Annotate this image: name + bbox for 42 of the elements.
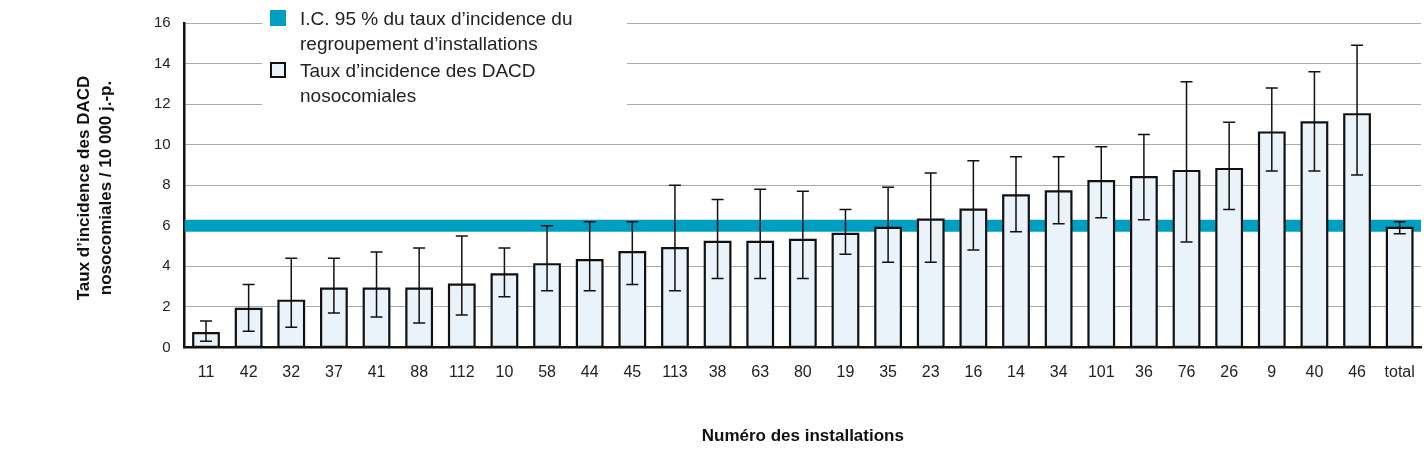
y-tick-label: 6	[162, 215, 171, 233]
y-tick-label: 2	[162, 296, 171, 314]
legend-label: Taux d’incidence des DACD nosocomiales	[300, 59, 537, 108]
legend-label: I.C. 95 % du taux d’incidence du regroupement d’installations	[300, 7, 574, 56]
x-tick-label: 9	[1267, 363, 1277, 381]
x-tick-label: 80	[793, 363, 812, 381]
x-tick-label: 36	[1135, 363, 1153, 381]
x-tick-label: 34	[1049, 363, 1068, 381]
x-tick-label: 23	[921, 363, 940, 381]
x-tick-label: 35	[879, 363, 898, 381]
y-tick-label: 0	[162, 337, 171, 355]
x-tick-label: 112	[449, 363, 475, 381]
y-tick-label: 10	[154, 134, 171, 152]
x-tick-label: 41	[367, 363, 386, 381]
x-tick-label: 44	[580, 363, 599, 381]
x-tick-label: 40	[1305, 363, 1324, 381]
x-tick-label: 46	[1348, 363, 1367, 381]
x-tick-label: 19	[836, 363, 855, 381]
y-tick-label: 4	[162, 256, 171, 274]
x-tick-label: 38	[708, 363, 727, 381]
x-tick-label: 76	[1177, 363, 1196, 381]
x-tick-label: 58	[538, 363, 557, 381]
x-tick-label: 26	[1220, 363, 1239, 381]
x-tick-label: 10	[495, 363, 514, 381]
x-tick-label: 42	[239, 363, 258, 381]
x-tick-label: 32	[282, 363, 301, 381]
x-tick-label: total	[1384, 363, 1415, 381]
x-tick-label: 37	[325, 363, 343, 381]
y-tick-label: 14	[154, 53, 171, 71]
x-tick-label: 45	[623, 363, 642, 381]
x-tick-label: 11	[197, 363, 215, 381]
x-tick-label: 63	[751, 363, 770, 381]
x-axis-title: Numéro des installations	[701, 426, 904, 446]
x-tick-label: 101	[1087, 363, 1115, 381]
x-tick-label: 14	[1007, 363, 1025, 381]
x-tick-label: 16	[964, 363, 983, 381]
x-tick-label: 113	[662, 363, 688, 381]
x-tick-label: 88	[410, 363, 429, 381]
y-tick-label: 12	[154, 94, 171, 112]
y-tick-label: 16	[154, 13, 171, 31]
y-axis-title: Taux d’incidence des DACD nosocomiales / 10 000 j.-p.	[73, 74, 116, 303]
y-tick-label: 8	[162, 175, 171, 193]
